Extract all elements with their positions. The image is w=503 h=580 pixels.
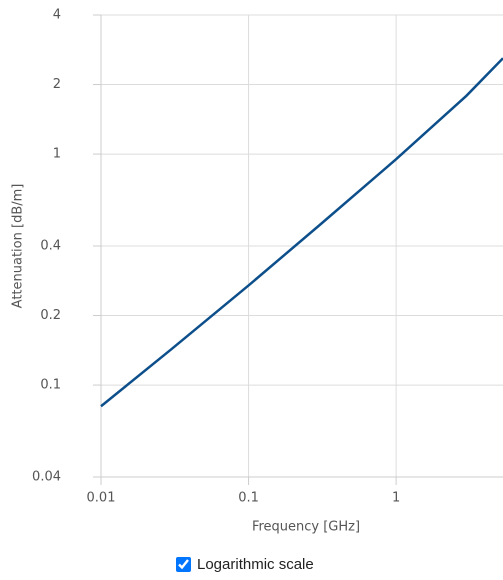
y-tick-label: 0.2 [40,308,61,323]
toggle-label: Logarithmic scale [197,556,314,573]
y-tick-label: 0.4 [40,239,61,254]
y-tick-label: 4 [53,8,61,23]
y-tick-label: 2 [53,77,61,92]
data-line [100,57,503,408]
checkbox[interactable] [176,557,191,572]
x-tick-label: 1 [392,491,400,506]
log-toggle[interactable]: Logarithmic scale [176,556,314,573]
chart: Frequency [GHz] Attenuation [dB/m] 0.04 0… [11,8,503,535]
y-tick-label: 1 [53,147,61,162]
x-tick-label: 0.01 [87,491,116,506]
y-tick-label: 0.04 [32,470,61,485]
y-axis-label: Attenuation [dB/m] [11,184,26,309]
x-axis-label: Frequency [GHz] [252,520,360,535]
x-tick-label: 0.1 [238,491,259,506]
y-tick-label: 0.1 [40,378,61,393]
